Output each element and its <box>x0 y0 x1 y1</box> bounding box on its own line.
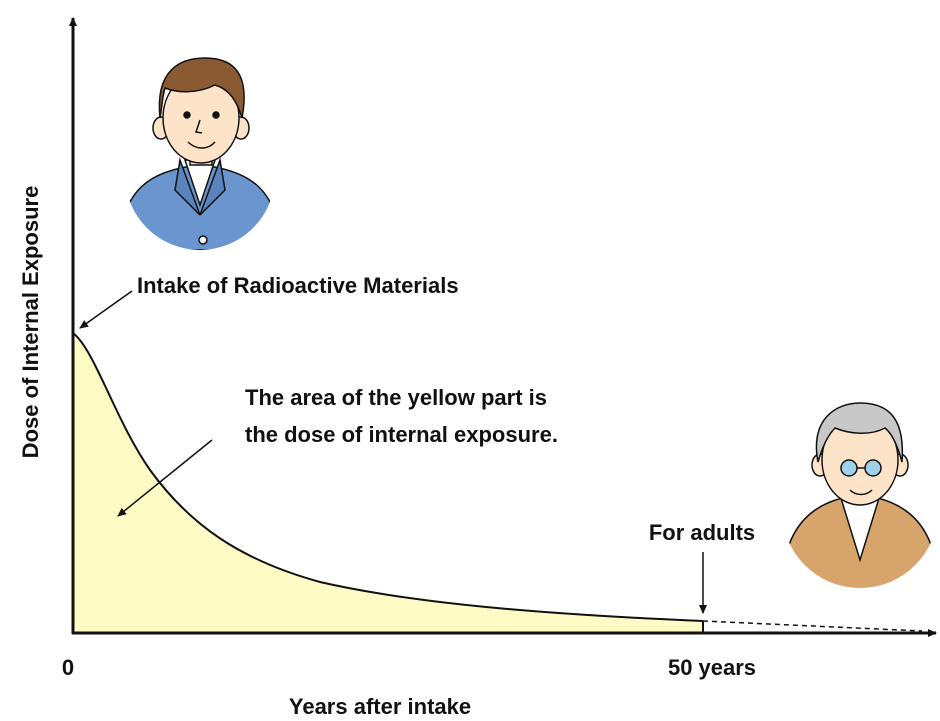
area-annotation-1: The area of the yellow part is <box>245 385 547 410</box>
diagram: Dose of Internal Exposure Years after in… <box>0 0 940 721</box>
dose-extension <box>703 621 922 631</box>
adults-annotation: For adults <box>649 520 755 545</box>
intake-arrow <box>80 291 132 328</box>
x-axis-label: Years after intake <box>289 694 471 719</box>
y-axis-label: Dose of Internal Exposure <box>18 186 43 459</box>
intake-annotation: Intake of Radioactive Materials <box>137 273 459 298</box>
old-person <box>782 403 938 590</box>
x-end-label: 50 years <box>668 655 756 680</box>
area-annotation-2: the dose of internal exposure. <box>245 422 558 447</box>
young-person <box>120 58 280 250</box>
dose-area <box>73 333 703 633</box>
x-start-label: 0 <box>62 655 74 680</box>
